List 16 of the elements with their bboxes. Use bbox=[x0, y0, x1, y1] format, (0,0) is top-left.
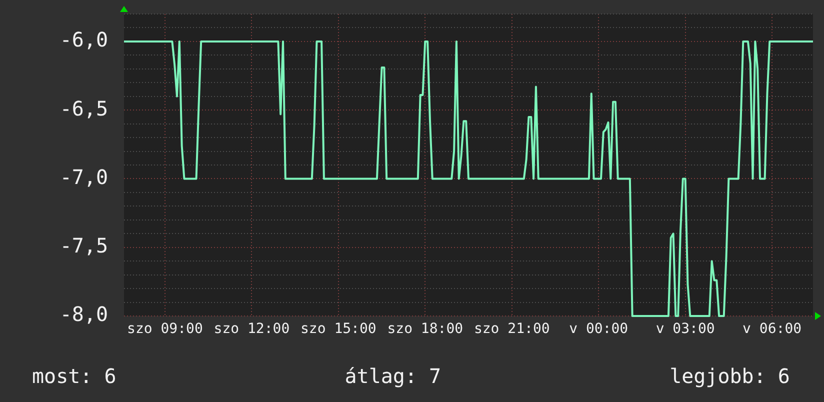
x-tick-label: szo 18:00 bbox=[387, 321, 464, 338]
text: most: 6 bbox=[32, 364, 116, 388]
text: átlag: 7 bbox=[344, 364, 442, 388]
y-tick-label: -7,5 bbox=[60, 234, 108, 258]
y-tick-label: -8,0 bbox=[60, 302, 108, 326]
x-tick-label: v 00:00 bbox=[569, 321, 628, 338]
text: legjobb: 6 bbox=[670, 364, 790, 388]
x-tick-label: szo 15:00 bbox=[300, 321, 376, 338]
x-tick-label: v 06:00 bbox=[742, 321, 802, 338]
x-tick-label: szo 21:00 bbox=[474, 321, 550, 338]
y-tick-label: -7,0 bbox=[60, 164, 108, 189]
y-tick-label: -6,5 bbox=[60, 96, 108, 120]
x-tick-label: v 03:00 bbox=[656, 321, 715, 338]
x-tick-label: szo 09:00 bbox=[127, 321, 203, 338]
x-tick-label: szo 12:00 bbox=[214, 321, 290, 338]
y-tick-label: -6,0 bbox=[60, 28, 108, 52]
